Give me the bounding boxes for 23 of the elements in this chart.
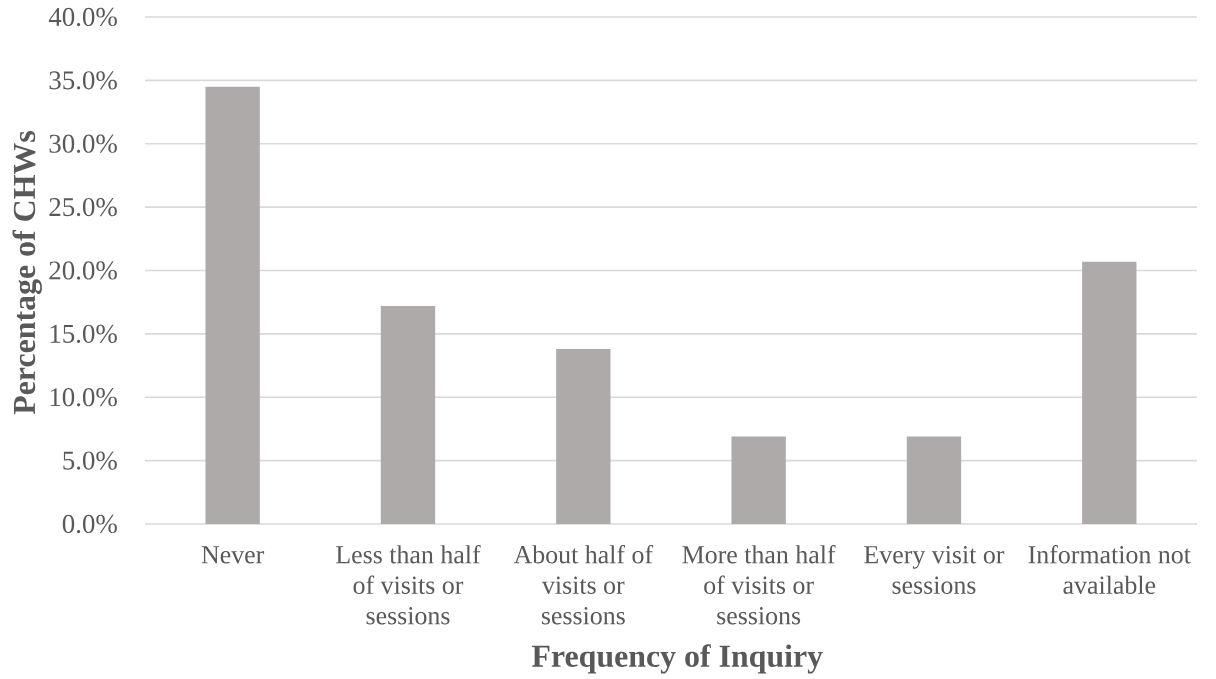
x-tick-label: Information not available <box>1028 544 1191 594</box>
y-tick-label: 25.0% <box>49 197 117 217</box>
bar <box>731 436 786 524</box>
bar <box>380 305 436 524</box>
x-tick-label: Every visit or sessions <box>864 546 1005 594</box>
y-tick-label: 15.0% <box>50 324 117 343</box>
bar <box>906 436 962 524</box>
x-tick-label: More than half of visits or sessions <box>682 544 836 625</box>
y-tick-label: 5.0% <box>63 451 117 470</box>
bar <box>556 349 611 524</box>
y-tick-label: 40.0% <box>48 7 117 27</box>
y-tick-label: 35.0% <box>49 71 117 90</box>
bar <box>205 86 260 524</box>
y-axis-title: Percentage of CHWs <box>12 131 42 415</box>
x-tick-label: Less than half of visits or sessions <box>336 544 481 625</box>
y-tick-label: 10.0% <box>50 388 117 407</box>
y-tick-label: 20.0% <box>49 261 117 280</box>
y-tick-label: 0.0% <box>62 514 117 534</box>
x-tick-label: Never <box>201 546 265 564</box>
y-tick-label: 30.0% <box>49 134 117 153</box>
bar <box>1082 261 1137 524</box>
x-tick-label: About half of visits or sessions <box>513 544 654 625</box>
x-axis-title: Frequency of Inquiry <box>531 644 823 674</box>
